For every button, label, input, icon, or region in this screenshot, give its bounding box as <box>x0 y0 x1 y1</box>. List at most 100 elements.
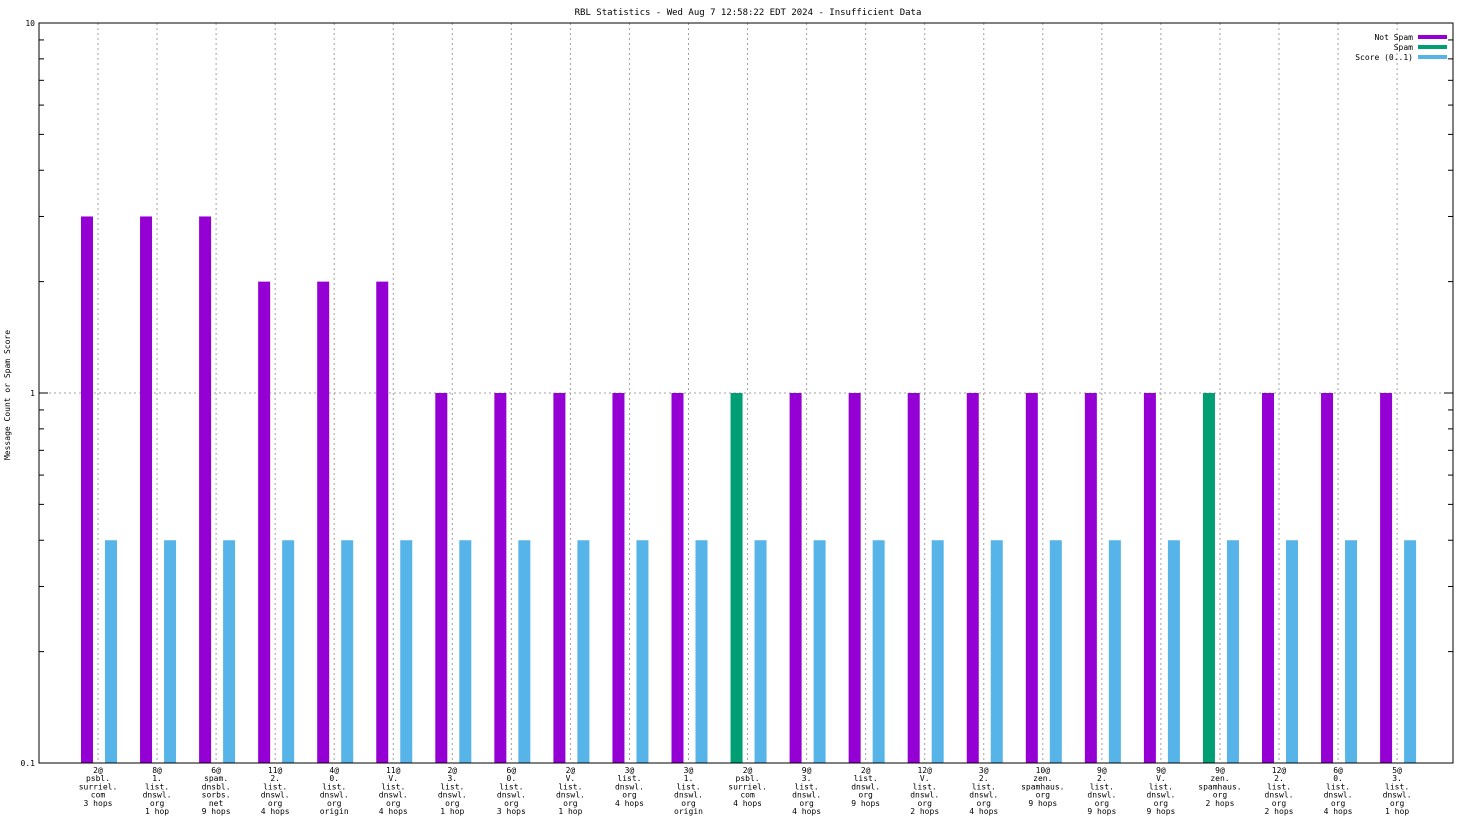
x-tick-label-line: 2@ <box>861 766 871 775</box>
x-tick-label-line: V. <box>920 774 930 783</box>
bar-spam <box>1202 393 1215 763</box>
bar-not-spam <box>494 393 507 763</box>
x-tick-label-line: list. <box>795 782 819 791</box>
x-tick-label-line: 11@ <box>268 766 283 775</box>
x-tick-label: 2@ psbl. surriel. com 3 hops <box>79 766 118 808</box>
bar-score <box>223 540 236 763</box>
bar-not-spam <box>1380 393 1393 763</box>
x-tick-label-line: 4 hops <box>615 799 644 808</box>
x-tick-label: 2@ V. list. dnswl. org 1 hop <box>556 766 585 816</box>
bar-not-spam <box>671 393 684 763</box>
x-tick-label-line: 1 hop <box>440 807 464 816</box>
x-tick-label-line: dnswl. <box>1383 791 1412 800</box>
bar-not-spam <box>1321 393 1334 763</box>
x-tick-label-line: org <box>150 799 165 808</box>
x-tick-label-line: 9 hops <box>202 807 231 816</box>
bar-not-spam <box>199 216 212 763</box>
x-tick-label-line: org <box>563 799 578 808</box>
x-tick-label-line: spamhaus. <box>1198 782 1241 791</box>
x-tick-label-line: dnswl. <box>261 791 290 800</box>
x-tick-label-line: dnswl. <box>615 782 644 791</box>
bar-score <box>636 540 649 763</box>
x-tick-label-line: origin <box>674 807 703 816</box>
x-tick-label-line: 4 hops <box>733 799 762 808</box>
x-tick-label-line: dnswl. <box>1324 791 1353 800</box>
x-tick-label: 6@ spam. dnsbl. sorbs. net 9 hops <box>202 766 231 816</box>
x-tick-label-line: 3. <box>447 774 457 783</box>
x-tick-label: 9@ zen. spamhaus. org 2 hops <box>1198 766 1241 808</box>
bar-score <box>577 540 590 763</box>
x-tick-label: 11@ 2. list. dnswl. org 4 hops <box>261 766 290 816</box>
x-tick-label-line: dnswl. <box>497 791 526 800</box>
x-tick-label-line: org <box>504 799 519 808</box>
x-tick-label-line: dnswl. <box>851 782 880 791</box>
bar-not-spam <box>612 393 625 763</box>
y-tick-label: 10 <box>25 19 35 28</box>
x-tick-label-line: 9 hops <box>1146 807 1175 816</box>
bar-not-spam <box>907 393 920 763</box>
x-tick-label-line: 2. <box>1274 774 1284 783</box>
bar-score <box>459 540 472 763</box>
x-tick-label-line: list. <box>499 782 523 791</box>
x-tick-label: 2@ psbl. surriel. com 4 hops <box>728 766 767 808</box>
x-tick-label-line: dnswl. <box>320 791 349 800</box>
x-tick-label-line: V. <box>388 774 398 783</box>
x-tick-label-line: list. <box>558 782 582 791</box>
legend-swatch <box>1418 35 1447 39</box>
y-axis-label: Message Count or Spam Score <box>3 330 12 460</box>
x-tick-label-line: dnswl. <box>1146 791 1175 800</box>
x-tick-label-line: 3@ <box>979 766 989 775</box>
x-tick-label-line: list. <box>322 782 346 791</box>
legend-label: Score (0..1) <box>1355 53 1413 62</box>
x-tick-label-line: org <box>386 799 401 808</box>
bar-score <box>872 540 885 763</box>
bar-score <box>1049 540 1062 763</box>
bar-score <box>813 540 826 763</box>
legend-label: Not Spam <box>1374 33 1413 42</box>
x-tick-label-line: 6@ <box>1333 766 1343 775</box>
x-tick-label-line: org <box>1213 791 1228 800</box>
bars <box>81 216 1417 763</box>
x-tick-label-line: 6@ <box>507 766 517 775</box>
bar-not-spam <box>1025 393 1038 763</box>
x-tick-label-line: surriel. <box>79 782 118 791</box>
x-tick-label-line: 2. <box>1097 774 1107 783</box>
bar-score <box>105 540 117 763</box>
x-tick-label-line: 1 hop <box>1385 807 1409 816</box>
x-tick-label-line: list. <box>676 782 700 791</box>
bar-not-spam <box>789 393 802 763</box>
x-tick-label-line: 2@ <box>566 766 576 775</box>
bar-not-spam <box>435 393 448 763</box>
x-tick-label-line: 4 hops <box>969 807 998 816</box>
y-tick-label: 1 <box>30 389 35 398</box>
x-tick-label-line: org <box>1154 799 1169 808</box>
x-tick-label-line: 9 hops <box>1028 799 1057 808</box>
legend-swatch <box>1418 45 1447 49</box>
x-tick-label-line: 2 hops <box>1205 799 1234 808</box>
x-tick-label-line: dnswl. <box>556 791 585 800</box>
bar-score <box>400 540 413 763</box>
bar-score <box>1108 540 1121 763</box>
x-tick-label-line: org <box>268 799 283 808</box>
x-tick-label: 9@ 2. list. dnswl. org 9 hops <box>1087 766 1116 816</box>
x-tick-label-line: list. <box>617 774 641 783</box>
x-tick-label: 3@ list. dnswl. org 4 hops <box>615 766 644 808</box>
x-tick-label-line: 4 hops <box>1324 807 1353 816</box>
x-tick-label-line: list. <box>972 782 996 791</box>
x-tick-label-line: list. <box>913 782 937 791</box>
bar-score <box>1226 540 1239 763</box>
x-tick-label-line: list. <box>1326 782 1350 791</box>
x-tick-label-line: org <box>1272 799 1287 808</box>
x-tick-label-line: dnswl. <box>438 791 467 800</box>
x-tick-label-line: psbl. <box>736 774 760 783</box>
x-tick-label-line: org <box>681 799 696 808</box>
x-tick-label: 9@ 3. list. dnswl. org 4 hops <box>792 766 821 816</box>
x-tick-label-line: org <box>799 799 814 808</box>
x-tick-label-line: 3 hops <box>84 799 113 808</box>
x-tick-label-line: 1. <box>152 774 162 783</box>
x-tick-label-line: dnswl. <box>792 791 821 800</box>
x-tick-label-line: 2. <box>979 774 989 783</box>
x-tick-label-line: com <box>740 791 755 800</box>
bar-score <box>1404 540 1417 763</box>
